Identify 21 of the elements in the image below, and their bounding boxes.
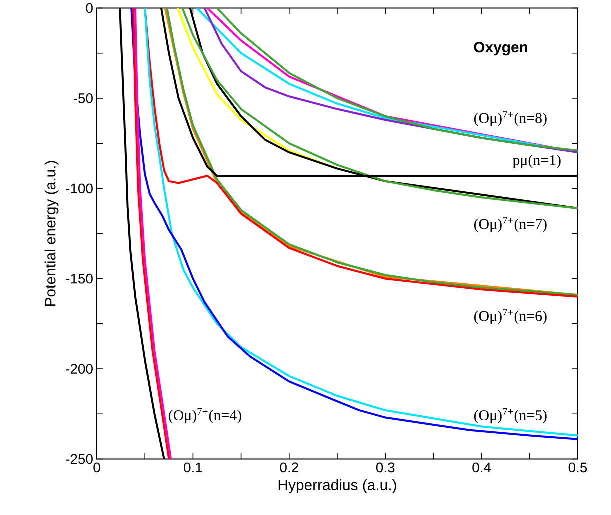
y-axis-title: Potential energy (a.u.) — [44, 161, 59, 306]
x-axis-title: Hyperradius (a.u.) — [278, 479, 396, 494]
annotation: pμ(n=1) — [512, 154, 561, 168]
x-tick-label: 0.3 — [376, 462, 395, 473]
annotation: (Oμ)$^{7+}$(n=4) — [169, 408, 242, 424]
x-tick-label: 0.4 — [472, 462, 492, 473]
y-tick-label: -250 — [66, 454, 93, 464]
y-tick-label: 0 — [86, 3, 93, 14]
x-tick-label: 0.1 — [184, 462, 202, 473]
annotation: (Oμ)$^{7+}$(n=5) — [474, 408, 547, 424]
y-tick-label: -100 — [66, 184, 93, 194]
x-tick-label: 0.2 — [280, 462, 298, 473]
y-tick-label: -150 — [66, 274, 93, 284]
x-tick-label: 0.5 — [568, 462, 588, 473]
y-tick-label: -200 — [66, 364, 93, 374]
annotation: (Oμ)$^{7+}$(n=6) — [474, 308, 547, 324]
annotation: (Oμ)$^{7+}$(n=7) — [474, 216, 547, 232]
y-tick-label: -50 — [74, 93, 93, 104]
annotation: (Oμ)$^{7+}$(n=8) — [474, 111, 547, 126]
x-tick-label: 0 — [94, 462, 100, 473]
annotation: Oxygen — [474, 42, 528, 56]
